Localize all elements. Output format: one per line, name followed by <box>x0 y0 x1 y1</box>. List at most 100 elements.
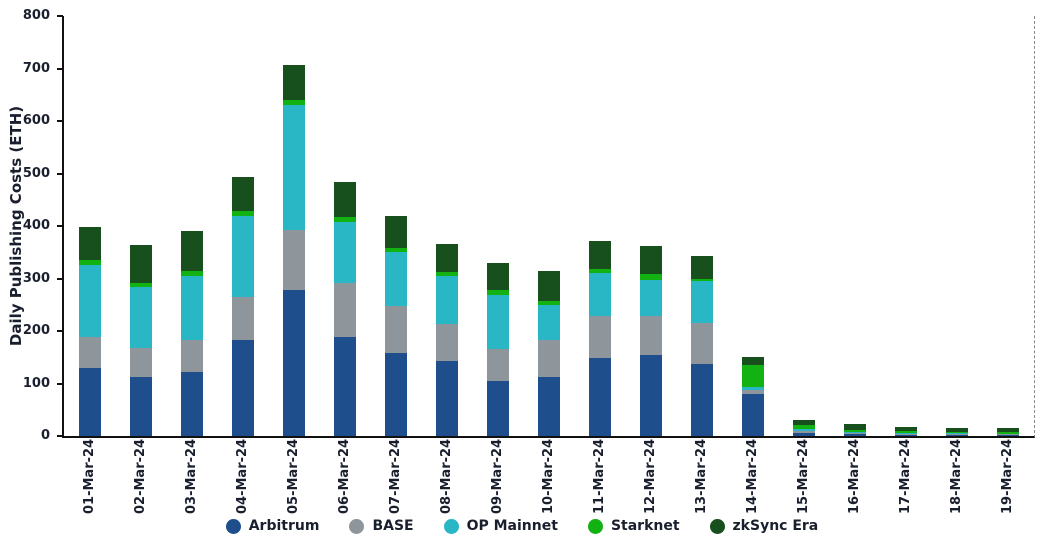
legend-swatch <box>709 518 725 534</box>
bar-segment-op-mainnet <box>589 273 612 317</box>
bar-segment-arbitrum <box>384 353 407 436</box>
bar-segment-op-mainnet <box>640 279 663 317</box>
legend-swatch <box>225 518 241 534</box>
x-tick-label: 08-Mar-24 <box>438 438 454 514</box>
bar-segment-base <box>946 434 969 435</box>
bar-segment-starknet <box>793 425 816 430</box>
bar-stack <box>231 176 254 436</box>
bar-segment-op-mainnet <box>895 433 918 435</box>
bar-segment-arbitrum <box>435 360 458 436</box>
legend-item-base[interactable]: BASE <box>349 518 414 534</box>
bar-segment-op-mainnet <box>384 252 407 307</box>
y-tick-label: 0 <box>40 428 50 443</box>
bar-segment-zksync-era <box>538 270 560 301</box>
bar-segment-op-mainnet <box>231 215 254 297</box>
bar-segment-arbitrum <box>742 394 765 436</box>
legend-item-op-mainnet[interactable]: OP Mainnet <box>443 518 558 534</box>
bar-segment-op-mainnet <box>78 265 101 338</box>
y-tick-label: 100 <box>22 375 50 391</box>
bar-segment-op-mainnet <box>333 221 356 283</box>
bar-segment-zksync-era <box>997 428 1020 433</box>
bar-segment-base <box>895 434 918 435</box>
legend-item-starknet[interactable]: Starknet <box>587 518 680 534</box>
bar-segment-arbitrum <box>129 377 152 436</box>
bar-segment-op-mainnet <box>691 281 714 324</box>
bar-segment-zksync-era <box>742 357 765 366</box>
bar-segment-arbitrum <box>895 434 918 436</box>
y-tick-mark <box>57 382 63 385</box>
bar-stack <box>333 181 356 436</box>
bar-segment-zksync-era <box>589 240 612 270</box>
bar-segment-arbitrum <box>333 337 356 436</box>
bar-segment-zksync-era <box>793 420 816 426</box>
bar-segment-zksync-era <box>333 181 356 217</box>
y-tick-mark <box>57 67 63 70</box>
bar-segment-op-mainnet <box>997 433 1020 435</box>
bar-segment-op-mainnet <box>946 433 969 435</box>
bar-stack <box>640 245 663 436</box>
bar-segment-base <box>231 296 254 340</box>
bar-segment-op-mainnet <box>742 387 765 390</box>
bar-segment-zksync-era <box>78 227 101 261</box>
bar-stack <box>946 427 969 436</box>
legend-label: zkSync Era <box>732 518 819 534</box>
bar-segment-arbitrum <box>180 371 203 436</box>
plot-area: 0 100 200 300 400 500 600 700 800 01-Mar-24 02-Mar… <box>23 8 1035 514</box>
x-tick-label: 02-Mar-24 <box>132 438 148 514</box>
bar-segment-starknet <box>129 282 152 288</box>
y-tick-mark <box>57 277 63 280</box>
x-tick-label: 03-Mar-24 <box>183 438 199 514</box>
bar-segment-op-mainnet <box>435 275 458 325</box>
bar-segment-starknet <box>691 278 714 282</box>
bar-segment-zksync-era <box>486 262 509 291</box>
bar-segment-starknet <box>486 290 509 296</box>
bar-segment-op-mainnet <box>486 295 509 350</box>
bar-segment-base <box>129 347 152 378</box>
bar-segment-arbitrum <box>282 290 305 436</box>
x-tick-label: 10-Mar-24 <box>541 438 556 514</box>
bar-segment-base <box>333 282 356 338</box>
legend-item-arbitrum[interactable]: Arbitrum <box>225 518 319 534</box>
legend-swatch <box>349 518 365 534</box>
bar-stack <box>895 426 918 436</box>
bar-segment-arbitrum <box>589 358 612 436</box>
y-tick-mark <box>57 120 63 122</box>
bar-segment-op-mainnet <box>129 287 152 348</box>
bar-segment-arbitrum <box>486 380 509 436</box>
y-tick-label: 200 <box>22 323 50 338</box>
bar-segment-base <box>589 316 612 359</box>
bar-segment-starknet <box>180 270 203 276</box>
x-tick-label: 15-Mar-24 <box>796 438 812 514</box>
bar-stack <box>384 215 407 436</box>
y-tick-label: 800 <box>22 8 50 23</box>
bar-segment-zksync-era <box>435 244 458 273</box>
bar-segment-op-mainnet <box>180 275 203 341</box>
bar-segment-starknet <box>78 260 101 266</box>
x-tick-label: 14-Mar-24 <box>745 438 761 514</box>
bar-segment-starknet <box>538 300 560 305</box>
bar-segment-zksync-era <box>844 424 867 430</box>
legend-item-zksync-era[interactable]: zkSync Era <box>709 518 819 534</box>
bar-segment-base <box>742 389 765 394</box>
bar-segment-starknet <box>384 248 407 253</box>
bar-segment-base <box>844 433 867 435</box>
bar-segment-arbitrum <box>946 434 969 436</box>
bar-segment-starknet <box>231 211 254 216</box>
bar-stack <box>538 270 560 436</box>
bar-segment-zksync-era <box>691 255 714 279</box>
bar-segment-zksync-era <box>282 65 305 101</box>
x-tick-label: 09-Mar-24 <box>489 438 505 514</box>
x-tick-label: 13-Mar-24 <box>694 438 710 514</box>
bar-segment-starknet <box>333 216 356 222</box>
bar-segment-op-mainnet <box>793 429 816 432</box>
legend: Arbitrum BASE OP Mainnet Starknet zkSync Era <box>0 518 1044 534</box>
bar-stack <box>589 240 612 436</box>
bar-segment-starknet <box>435 272 458 276</box>
y-tick-label: 600 <box>22 113 50 128</box>
bar-segment-base <box>282 229 305 291</box>
bar-segment-arbitrum <box>640 354 663 436</box>
bar-segment-starknet <box>589 269 612 274</box>
bar-segment-op-mainnet <box>538 304 560 340</box>
legend-label: Starknet <box>610 518 680 534</box>
bar-stack <box>997 428 1020 436</box>
